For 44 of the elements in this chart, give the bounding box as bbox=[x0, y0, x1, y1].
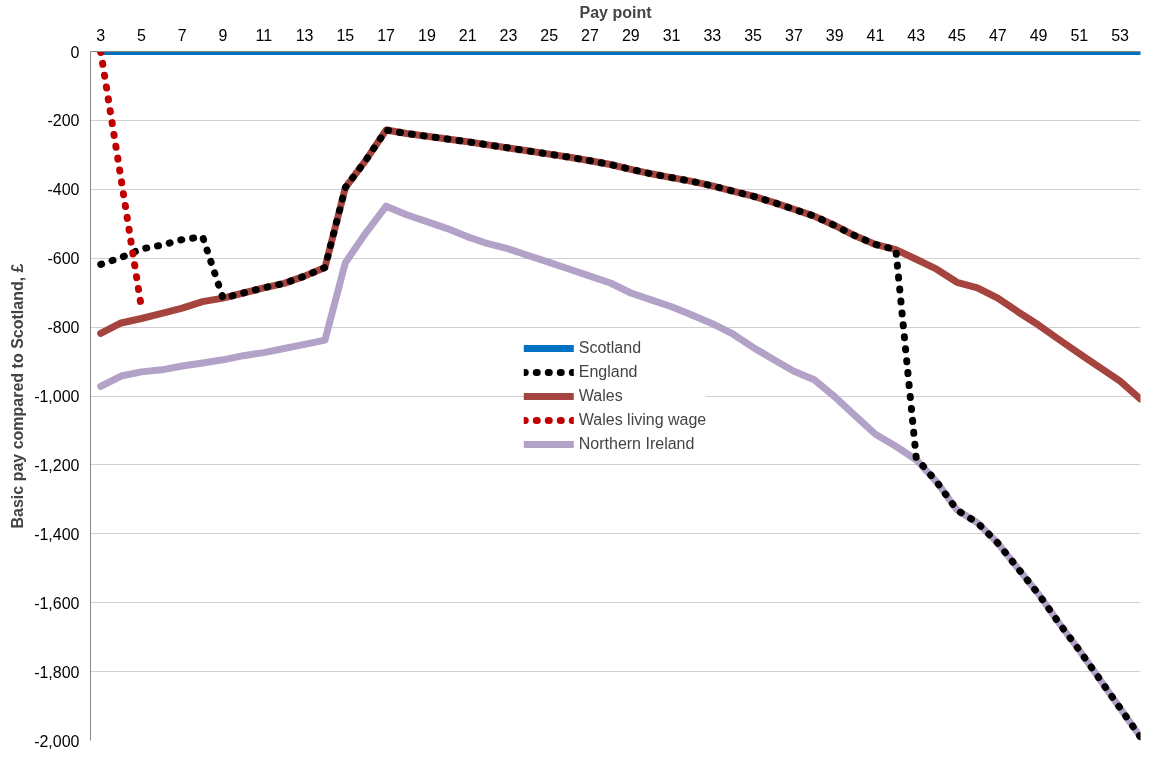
x-tick-label: 23 bbox=[499, 26, 518, 44]
y-axis-title: Basic pay compared to Scotland, £ bbox=[9, 263, 27, 529]
x-tick-label: 17 bbox=[377, 26, 396, 44]
x-tick-label: 33 bbox=[703, 26, 722, 44]
x-tick-label: 43 bbox=[907, 26, 926, 44]
x-tick-label: 25 bbox=[540, 26, 559, 44]
y-tick-label: -400 bbox=[47, 181, 80, 199]
y-tick-label: -2,000 bbox=[34, 732, 80, 750]
x-tick-label: 21 bbox=[458, 26, 477, 44]
x-tick-label: 5 bbox=[137, 26, 147, 44]
x-tick-label: 15 bbox=[336, 26, 355, 44]
x-tick-label: 51 bbox=[1070, 26, 1089, 44]
y-tick-label: -200 bbox=[47, 112, 80, 130]
y-tick-label: -1,600 bbox=[34, 594, 80, 612]
y-tick-label: -1,200 bbox=[34, 456, 80, 474]
legend-label: Northern Ireland bbox=[578, 434, 695, 453]
x-tick-label: 37 bbox=[785, 26, 803, 44]
x-tick-label: 31 bbox=[662, 26, 681, 44]
x-tick-label: 27 bbox=[581, 26, 600, 44]
legend-label: England bbox=[578, 362, 638, 381]
x-tick-label: 3 bbox=[96, 26, 106, 44]
y-tick-label: -800 bbox=[47, 319, 80, 337]
x-tick-label: 11 bbox=[255, 26, 273, 44]
x-tick-label: 49 bbox=[1029, 26, 1048, 44]
x-tick-label: 19 bbox=[418, 26, 436, 44]
y-tick-label: -600 bbox=[47, 250, 80, 268]
x-tick-label: 53 bbox=[1111, 26, 1130, 44]
y-tick-label: 0 bbox=[70, 43, 80, 61]
y-tick-label: -1,400 bbox=[34, 525, 80, 543]
legend-label: Wales living wage bbox=[578, 410, 707, 429]
x-tick-label: 41 bbox=[866, 26, 885, 44]
x-tick-label: 45 bbox=[948, 26, 966, 44]
legend-label: Wales bbox=[578, 386, 623, 405]
x-tick-label: 47 bbox=[988, 26, 1007, 44]
x-axis-title: Pay point bbox=[579, 3, 653, 21]
y-tick-label: -1,800 bbox=[34, 663, 80, 681]
x-tick-label: 9 bbox=[218, 26, 228, 44]
x-tick-label: 7 bbox=[177, 26, 187, 44]
y-tick-label: -1,000 bbox=[34, 388, 80, 405]
x-tick-label: 13 bbox=[295, 26, 314, 44]
x-tick-label: 39 bbox=[825, 26, 844, 44]
x-tick-label: 35 bbox=[744, 26, 763, 44]
x-tick-label: 29 bbox=[621, 26, 640, 44]
legend-label: Scotland bbox=[578, 338, 642, 357]
